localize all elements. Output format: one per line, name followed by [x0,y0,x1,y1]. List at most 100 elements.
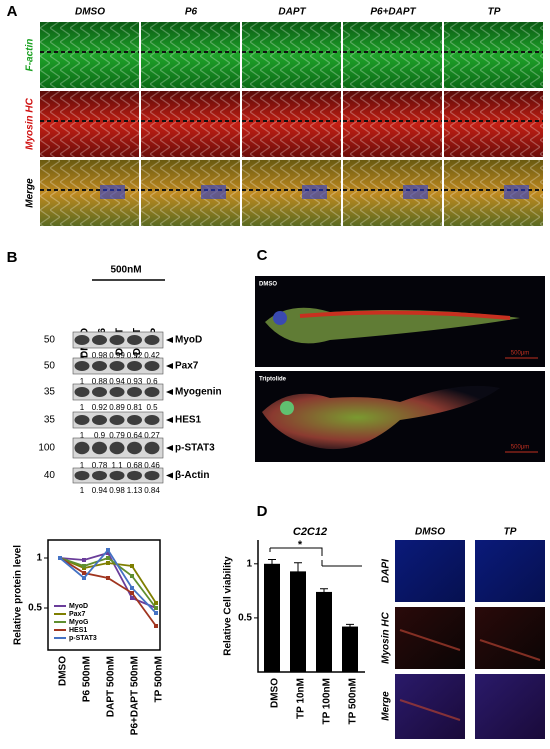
band-quant: 0.94 [109,377,125,386]
band [144,387,160,397]
band [109,470,125,481]
lane-label: P6+DAPT [132,328,143,373]
fish-body [265,307,520,344]
legend-label: p-STAT3 [69,635,97,642]
fish-eye [280,401,294,415]
column-header: TP [504,527,517,538]
micro-image [395,540,465,602]
x-tick-label: TP 100nM [322,678,333,725]
scale-label: 500μm [511,351,529,357]
dapi-patch [100,185,125,199]
band [127,387,142,397]
mw-label: 100 [38,443,55,454]
arrow [166,445,173,451]
series-point [154,611,158,615]
error-bar [268,558,276,569]
band-quant: 0.6 [146,377,158,386]
series-point [130,574,134,578]
band-quant: 1.1 [111,461,123,470]
arrow [166,417,173,423]
band [92,415,107,425]
legend-label: MyoG [69,619,89,626]
dapi-patch [302,185,327,199]
panel-label: A [7,3,18,20]
band-quant: 1 [80,461,85,470]
x-tick-label: P6+DAPT 500nM [130,656,141,735]
band [109,415,125,425]
micro-image [475,674,545,739]
band-quant: 0.64 [127,431,143,440]
row-label: Myosin HC [381,611,392,663]
fiber-texture [444,22,543,88]
x-tick-label: DMSO [270,678,281,708]
plot-frame [47,539,161,651]
band-quant: 0.42 [144,351,160,360]
legend-label: MyoD [69,603,88,610]
micro-image [395,607,465,669]
arrow [166,363,173,369]
band [144,335,160,345]
band-quant: 0.81 [127,403,143,412]
bar [264,563,280,672]
series-point [106,551,110,555]
band [144,470,160,481]
fiber-texture [444,91,543,157]
fish-muscle [299,310,511,320]
x-tick-label: P6 500nM [82,656,93,702]
band [109,441,125,455]
chart-title: C2C12 [293,526,327,538]
band [127,335,142,345]
fiber-texture [242,91,341,157]
dose-label: 500nM [110,265,141,276]
band [74,415,90,425]
mw-label: 40 [44,470,56,481]
series-point [130,564,134,568]
fiber-texture [40,22,139,88]
series-point [130,586,134,590]
x-tick-label: TP 10nM [296,678,307,719]
protein-label: β-Actin [175,470,209,481]
protein-label: HES1 [175,415,202,426]
band [127,361,142,371]
bar [316,591,332,672]
arrow [166,472,173,479]
band [127,470,142,481]
fiber-texture [40,91,139,157]
image-label: Triptolide [259,377,287,383]
y-axis-label: Relative Cell viability [223,556,234,656]
legend-label: HES1 [69,627,87,634]
band [74,361,90,371]
column-header: DMSO [415,527,445,538]
image-label: DMSO [259,282,277,288]
y-tick-label: 0.5 [238,613,252,624]
band [92,335,107,345]
protein-label: p-STAT3 [175,443,215,454]
mw-label: 50 [44,335,56,346]
band [92,470,107,481]
dapi-patch [403,185,428,199]
band-quant: 0.5 [146,403,158,412]
dapi-patch [201,185,226,199]
series-point [106,556,110,560]
x-tick-label: TP 500nM [348,678,359,725]
band [74,441,90,455]
error-bar [320,588,328,596]
band [109,361,125,371]
series-point [82,558,86,562]
band-quant: 0.98 [109,486,125,495]
y-tick-label: 1 [246,558,252,569]
dapi-patch [504,185,529,199]
micro-image [475,607,545,669]
series-point [154,606,158,610]
series-line [59,556,157,609]
column-header: TP [488,7,501,18]
mw-label: 35 [44,387,56,398]
panel-label: D [257,503,268,520]
fiber [399,629,541,721]
panel-label: B [7,249,18,266]
fiber-texture [343,22,442,88]
band [144,441,160,455]
arrow [166,337,173,343]
band [92,387,107,397]
